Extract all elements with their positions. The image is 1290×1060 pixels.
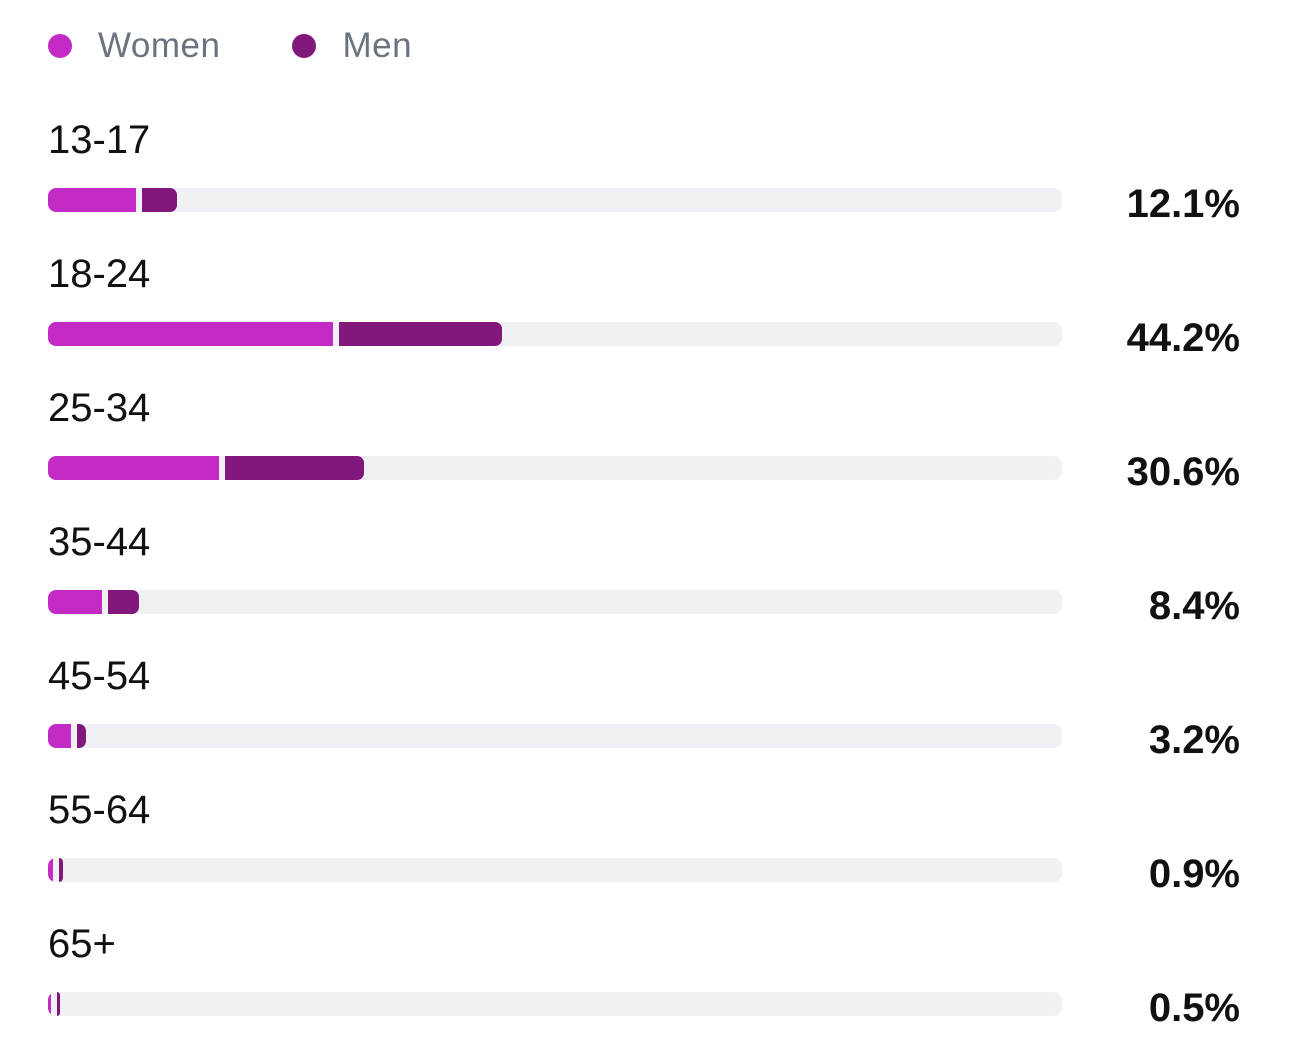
men-bar-segment	[59, 858, 64, 882]
bar-track	[48, 322, 1062, 346]
age-range-label: 18-24	[48, 252, 151, 296]
age-range-label: 35-44	[48, 520, 151, 564]
men-bar-segment	[142, 188, 177, 212]
legend: Women Men	[48, 22, 484, 70]
age-row: 18-24 44.2%	[0, 238, 1290, 372]
bar-track	[48, 858, 1062, 882]
age-row: 13-17 12.1%	[0, 104, 1290, 238]
women-bar-segment	[48, 456, 220, 480]
legend-item-men: Men	[292, 26, 412, 66]
total-percentage-label: 3.2%	[1148, 718, 1240, 762]
age-row: 55-64 0.9%	[0, 774, 1290, 908]
women-bar-segment	[48, 590, 102, 614]
age-bar-chart: 13-17 12.1% 18-24 44.2% 25-34 30.6% 35-44 8.4% 4…	[0, 104, 1290, 1042]
age-row: 25-34 30.6%	[0, 372, 1290, 506]
total-percentage-label: 0.5%	[1148, 986, 1240, 1030]
total-percentage-label: 30.6%	[1126, 450, 1240, 494]
bar-track	[48, 724, 1062, 748]
age-row: 65+ 0.5%	[0, 908, 1290, 1042]
bar-track	[48, 590, 1062, 614]
legend-item-women: Women	[48, 26, 220, 66]
men-legend-dot	[292, 34, 317, 58]
women-bar-segment	[48, 322, 333, 346]
age-range-label: 65+	[48, 922, 116, 966]
bar-track	[48, 456, 1062, 480]
men-bar-segment	[77, 724, 87, 748]
women-bar-segment	[48, 992, 51, 1016]
age-row: 45-54 3.2%	[0, 640, 1290, 774]
women-bar-segment	[48, 724, 72, 748]
men-bar-segment	[57, 992, 60, 1016]
women-legend-dot	[48, 34, 72, 58]
age-range-label: 25-34	[48, 386, 151, 430]
women-legend-label: Women	[98, 26, 221, 65]
total-percentage-label: 12.1%	[1126, 182, 1240, 226]
total-percentage-label: 44.2%	[1126, 316, 1240, 360]
age-range-label: 13-17	[48, 118, 151, 162]
men-legend-label: Men	[342, 26, 413, 65]
women-bar-segment	[48, 858, 54, 882]
age-range-label: 55-64	[48, 788, 151, 832]
women-bar-segment	[48, 188, 137, 212]
men-bar-segment	[225, 456, 365, 480]
men-bar-segment	[338, 322, 503, 346]
age-range-label: 45-54	[48, 654, 151, 698]
age-row: 35-44 8.4%	[0, 506, 1290, 640]
total-percentage-label: 8.4%	[1148, 584, 1240, 628]
total-percentage-label: 0.9%	[1148, 852, 1240, 896]
bar-track	[48, 992, 1062, 1016]
bar-track	[48, 188, 1062, 212]
men-bar-segment	[107, 590, 140, 614]
